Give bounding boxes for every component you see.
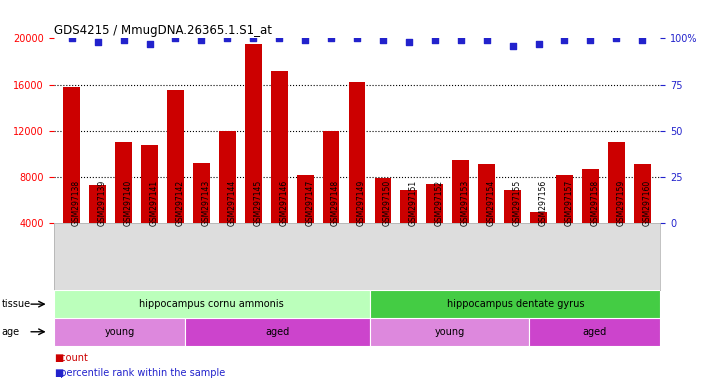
Text: GSM297151: GSM297151 [409, 180, 418, 227]
Bar [370, 290, 660, 318]
Bar [193, 163, 210, 269]
Bar [478, 164, 495, 269]
Text: GSM297150: GSM297150 [383, 180, 392, 227]
Text: GSM297152: GSM297152 [435, 180, 444, 227]
Text: GSM297145: GSM297145 [253, 180, 262, 227]
Bar [348, 82, 366, 269]
Point [66, 35, 77, 41]
Text: GSM297156: GSM297156 [538, 180, 548, 227]
Point [92, 39, 104, 45]
Point [248, 35, 259, 41]
Text: GSM297153: GSM297153 [461, 180, 470, 227]
Point [481, 37, 493, 43]
Point [221, 35, 233, 41]
Bar [370, 318, 528, 346]
Text: GSM297157: GSM297157 [565, 180, 573, 227]
Point [455, 37, 466, 43]
Text: aged: aged [583, 327, 607, 337]
Bar [271, 71, 288, 269]
Text: ■: ■ [54, 353, 64, 363]
Text: young: young [434, 327, 465, 337]
Point [507, 43, 518, 49]
Point [585, 37, 596, 43]
Text: GSM297159: GSM297159 [616, 180, 625, 227]
Point [637, 37, 648, 43]
Bar [323, 131, 339, 269]
Text: GSM297155: GSM297155 [513, 180, 522, 227]
Point [559, 37, 570, 43]
Bar [556, 175, 573, 269]
Text: GSM297154: GSM297154 [487, 180, 496, 227]
Bar [528, 318, 660, 346]
Point [196, 37, 207, 43]
Bar [452, 160, 469, 269]
Point [326, 35, 337, 41]
Point [351, 35, 363, 41]
Point [610, 35, 622, 41]
Text: tissue: tissue [1, 299, 31, 309]
Text: young: young [104, 327, 135, 337]
Bar [167, 90, 184, 269]
Text: ■: ■ [54, 368, 64, 378]
Text: GSM297148: GSM297148 [331, 180, 340, 227]
Text: GSM297143: GSM297143 [201, 180, 211, 227]
Bar [608, 142, 625, 269]
Point [299, 37, 311, 43]
Bar [634, 164, 650, 269]
Bar [530, 212, 547, 269]
Point [429, 37, 441, 43]
Text: GSM297140: GSM297140 [124, 180, 133, 227]
Text: GSM297142: GSM297142 [176, 180, 184, 227]
Text: percentile rank within the sample: percentile rank within the sample [54, 368, 225, 378]
Bar [582, 169, 599, 269]
Bar [115, 142, 132, 269]
Point [144, 41, 155, 47]
Bar [219, 131, 236, 269]
Bar [401, 190, 417, 269]
Text: GDS4215 / MmugDNA.26365.1.S1_at: GDS4215 / MmugDNA.26365.1.S1_at [54, 24, 271, 37]
Text: aged: aged [266, 327, 290, 337]
Point [403, 39, 415, 45]
Point [273, 35, 285, 41]
Point [533, 41, 544, 47]
Bar [64, 87, 80, 269]
Text: count: count [54, 353, 87, 363]
Text: GSM297158: GSM297158 [590, 180, 600, 227]
Bar [54, 290, 370, 318]
Text: GSM297144: GSM297144 [227, 180, 236, 227]
Point [118, 37, 129, 43]
Text: hippocampus dentate gyrus: hippocampus dentate gyrus [446, 299, 584, 309]
Point [377, 37, 388, 43]
Text: GSM297149: GSM297149 [357, 180, 366, 227]
Text: hippocampus cornu ammonis: hippocampus cornu ammonis [139, 299, 284, 309]
Bar [89, 185, 106, 269]
Bar [504, 190, 521, 269]
Text: GSM297160: GSM297160 [643, 180, 651, 227]
Bar [426, 184, 443, 269]
Bar [245, 44, 262, 269]
Text: GSM297139: GSM297139 [98, 180, 106, 227]
Bar [186, 318, 370, 346]
Point [170, 35, 181, 41]
Bar [297, 175, 313, 269]
Bar [375, 178, 391, 269]
Bar [141, 145, 158, 269]
Text: GSM297141: GSM297141 [149, 180, 159, 227]
Text: GSM297146: GSM297146 [279, 180, 288, 227]
Text: age: age [1, 327, 19, 337]
Text: GSM297138: GSM297138 [71, 180, 81, 227]
Text: GSM297147: GSM297147 [305, 180, 314, 227]
Bar [54, 318, 186, 346]
